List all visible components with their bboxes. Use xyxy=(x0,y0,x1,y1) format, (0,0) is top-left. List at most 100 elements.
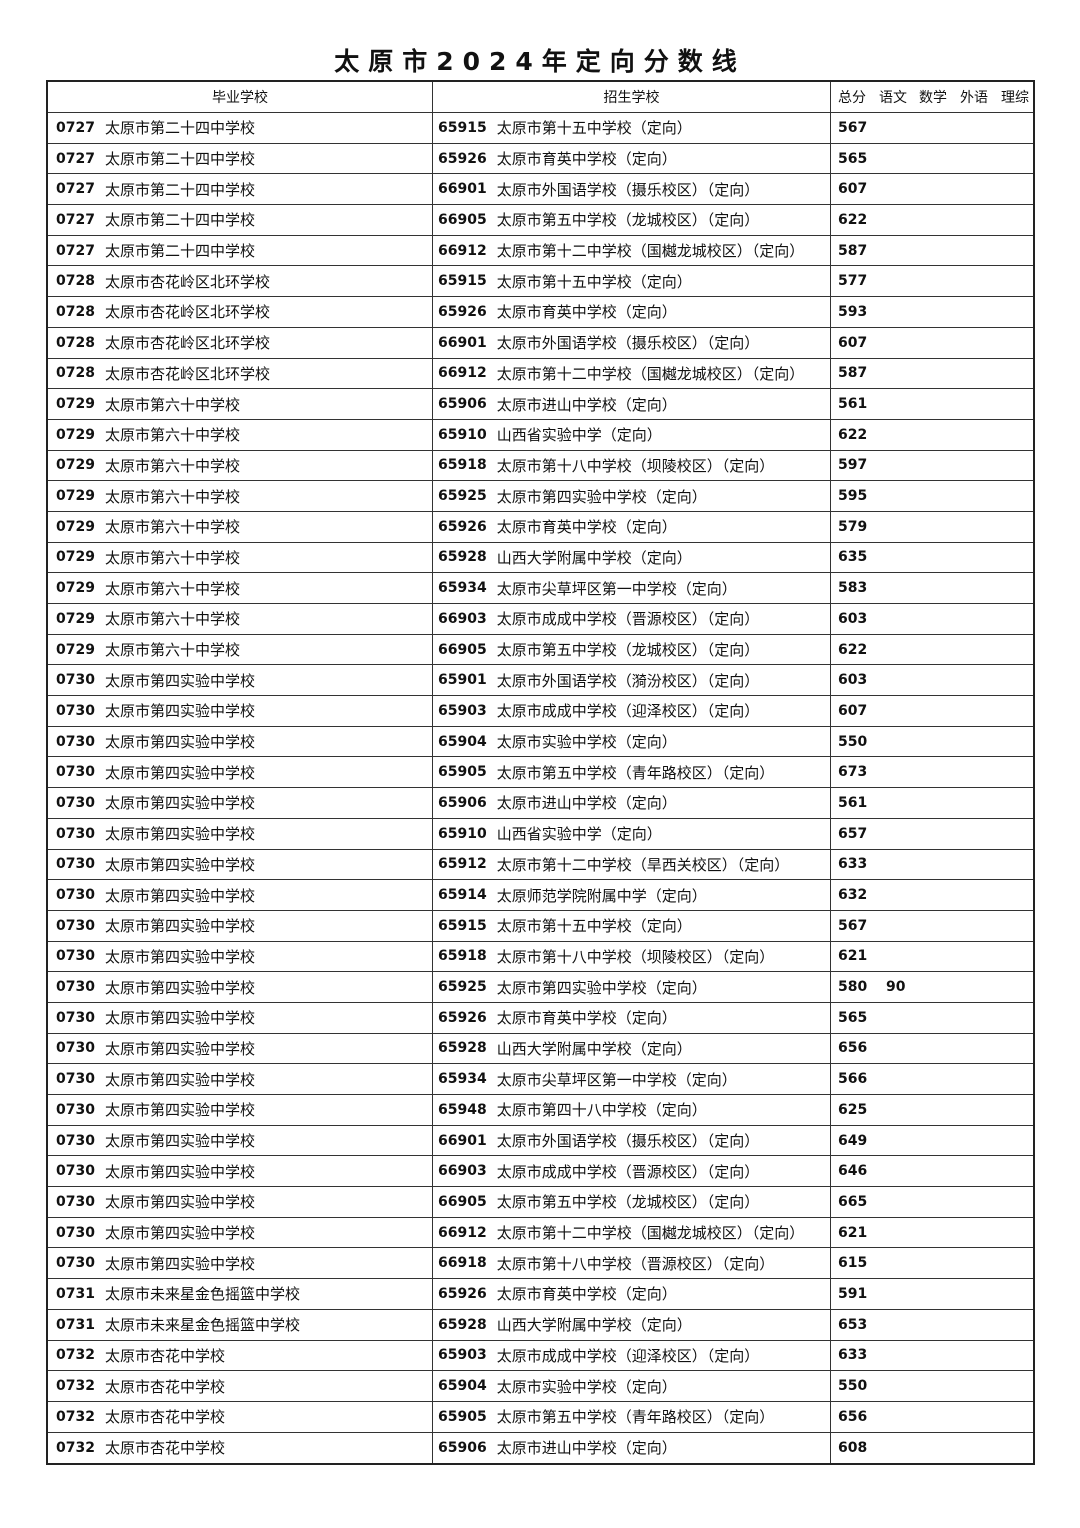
enroll-school: 山西省实验中学（定向） xyxy=(496,825,662,844)
enroll-school: 太原市第十二中学校（国樾龙城校区）（定向） xyxy=(496,1224,805,1243)
grad-school: 太原市第四实验中学校 xyxy=(104,1224,255,1243)
grad-cell: 0727 太原市第二十四中学校 xyxy=(48,235,433,266)
total-score: 577 xyxy=(838,273,868,290)
enroll-code: 66903 xyxy=(438,610,487,627)
grad-code: 0732 xyxy=(56,1408,95,1425)
total-score: 567 xyxy=(838,917,868,934)
score-cell: 621 xyxy=(831,942,1035,972)
grad-school: 太原市第二十四中学校 xyxy=(104,211,255,230)
enroll-school: 山西大学附属中学校（定向） xyxy=(496,1316,692,1335)
score-cell: 656 xyxy=(831,1402,1035,1432)
enroll-code: 66905 xyxy=(438,1193,487,1210)
enroll-cell: 65906 太原市进山中学校（定向） xyxy=(433,1432,831,1464)
score-cell: 657 xyxy=(831,819,1035,849)
table-row: 0730 太原市第四实验中学校 65906 太原市进山中学校（定向） 561 xyxy=(48,788,1033,819)
grad-cell: 0729 太原市第六十中学校 xyxy=(48,389,433,419)
enroll-code: 65918 xyxy=(438,948,487,965)
enroll-code: 65926 xyxy=(438,1285,487,1302)
score-cell: 607 xyxy=(831,174,1035,204)
enroll-cell: 65903 太原市成成中学校（迎泽校区）（定向） xyxy=(433,1340,831,1371)
enroll-code: 65912 xyxy=(438,856,487,873)
total-score: 622 xyxy=(838,641,868,658)
grad-school: 太原市第四实验中学校 xyxy=(104,1132,255,1151)
grad-code: 0730 xyxy=(56,948,95,965)
grad-code: 0728 xyxy=(56,365,95,382)
enroll-code: 65926 xyxy=(438,1009,487,1026)
grad-school: 太原市第六十中学校 xyxy=(104,395,240,414)
grad-cell: 0729 太原市第六十中学校 xyxy=(48,634,433,665)
enroll-school: 太原市第十二中学校（国樾龙城校区）（定向） xyxy=(496,242,805,261)
score-cell: 649 xyxy=(831,1126,1035,1156)
grad-school: 太原市第四实验中学校 xyxy=(104,825,255,844)
enroll-school: 太原市成成中学校（迎泽校区）（定向） xyxy=(496,702,760,721)
enroll-school: 太原市育英中学校（定向） xyxy=(496,1009,677,1028)
grad-cell: 0730 太原市第四实验中学校 xyxy=(48,1125,433,1156)
grad-school: 太原市第四实验中学校 xyxy=(104,1070,255,1089)
score-cell: 615 xyxy=(831,1248,1035,1278)
total-score: 607 xyxy=(838,702,868,719)
total-score: 583 xyxy=(838,580,868,597)
score-cell: 607 xyxy=(831,328,1035,358)
score-cell: 577 xyxy=(831,266,1035,296)
grad-code: 0730 xyxy=(56,1224,95,1241)
enroll-code: 65915 xyxy=(438,917,487,934)
score-cell: 565 xyxy=(831,1003,1035,1033)
enroll-school: 太原市第四实验中学校（定向） xyxy=(496,487,707,506)
grad-cell: 0728 太原市杏花岭区北环学校 xyxy=(48,358,433,389)
table-row: 0730 太原市第四实验中学校 65904 太原市实验中学校（定向） 550 xyxy=(48,726,1033,758)
total-score: 632 xyxy=(838,887,868,904)
enroll-cell: 65934 太原市尖草坪区第一中学校（定向） xyxy=(433,1064,831,1094)
table-row: 0731 太原市未来星金色摇篮中学校 65926 太原市育英中学校（定向） 591 xyxy=(48,1279,1033,1310)
grad-school: 太原市第二十四中学校 xyxy=(104,242,255,261)
total-score: 550 xyxy=(838,1378,868,1395)
enroll-cell: 65925 太原市第四实验中学校（定向） xyxy=(433,972,831,1002)
enroll-cell: 65905 太原市第五中学校（青年路校区）（定向） xyxy=(433,1401,831,1432)
enroll-school: 太原市育英中学校（定向） xyxy=(496,518,677,537)
total-score: 561 xyxy=(838,794,868,811)
enroll-school: 太原师范学院附属中学（定向） xyxy=(496,886,707,905)
enroll-school: 太原市第五中学校（青年路校区）（定向） xyxy=(496,763,775,782)
score-cell: 633 xyxy=(831,1341,1035,1371)
enroll-school: 太原市成成中学校（晋源校区）（定向） xyxy=(496,1162,760,1181)
score-cell: 603 xyxy=(831,604,1035,634)
enroll-cell: 65926 太原市育英中学校（定向） xyxy=(433,297,831,327)
grad-code: 0730 xyxy=(56,794,95,811)
enroll-cell: 65918 太原市第十八中学校（坝陵校区）（定向） xyxy=(433,450,831,481)
enroll-school: 太原市进山中学校（定向） xyxy=(496,395,677,414)
grad-cell: 0728 太原市杏花岭区北环学校 xyxy=(48,327,433,358)
grad-school: 太原市第六十中学校 xyxy=(104,641,240,660)
enroll-school: 太原市第四实验中学校（定向） xyxy=(496,978,707,997)
enroll-cell: 65912 太原市第十二中学校（旱西关校区）（定向） xyxy=(433,849,831,880)
score-cell: 561 xyxy=(831,788,1035,818)
enroll-code: 65934 xyxy=(438,1071,487,1088)
header-sub: 总分 xyxy=(838,90,866,106)
grad-code: 0729 xyxy=(56,518,95,535)
enroll-cell: 65928 山西大学附属中学校（定向） xyxy=(433,542,831,573)
table-row: 0729 太原市第六十中学校 65934 太原市尖草坪区第一中学校（定向） 583 xyxy=(48,573,1033,604)
total-score: 561 xyxy=(838,396,868,413)
table-row: 0729 太原市第六十中学校 65918 太原市第十八中学校（坝陵校区）（定向） 597 xyxy=(48,450,1033,482)
total-score: 625 xyxy=(838,1101,868,1118)
total-score: 657 xyxy=(838,825,868,842)
enroll-code: 65926 xyxy=(438,303,487,320)
grad-cell: 0732 太原市杏花中学校 xyxy=(48,1401,433,1432)
enroll-cell: 66901 太原市外国语学校（摄乐校区）（定向） xyxy=(433,1125,831,1156)
table-row: 0728 太原市杏花岭区北环学校 66901 太原市外国语学校（摄乐校区）（定向） 60… xyxy=(48,327,1035,359)
grad-school: 太原市第四实验中学校 xyxy=(104,1193,255,1212)
enroll-school: 太原市第十八中学校（坝陵校区）（定向） xyxy=(496,456,775,475)
score-cell: 595 xyxy=(831,481,1035,511)
grad-cell: 0730 太原市第四实验中学校 xyxy=(48,941,433,972)
enroll-code: 65901 xyxy=(438,672,487,689)
enroll-school: 太原市外国语学校（摄乐校区）（定向） xyxy=(496,1132,760,1151)
header-sub: 理综 xyxy=(1001,90,1029,106)
table-row: 0730 太原市第四实验中学校 66901 太原市外国语学校（摄乐校区）（定向） 649 xyxy=(48,1125,1035,1157)
table-row: 0730 太原市第四实验中学校 66918 太原市第十八中学校（晋源校区）（定向） 61… xyxy=(48,1248,1035,1280)
enroll-code: 66901 xyxy=(438,181,487,198)
total-score: 646 xyxy=(838,1163,868,1180)
grad-school: 太原市第四实验中学校 xyxy=(104,702,255,721)
score-cell: 665 xyxy=(831,1187,1035,1217)
enroll-cell: 65904 太原市实验中学校（定向） xyxy=(433,726,831,757)
grad-school: 太原市杏花中学校 xyxy=(104,1377,225,1396)
score-cell: 565 xyxy=(831,144,1035,174)
